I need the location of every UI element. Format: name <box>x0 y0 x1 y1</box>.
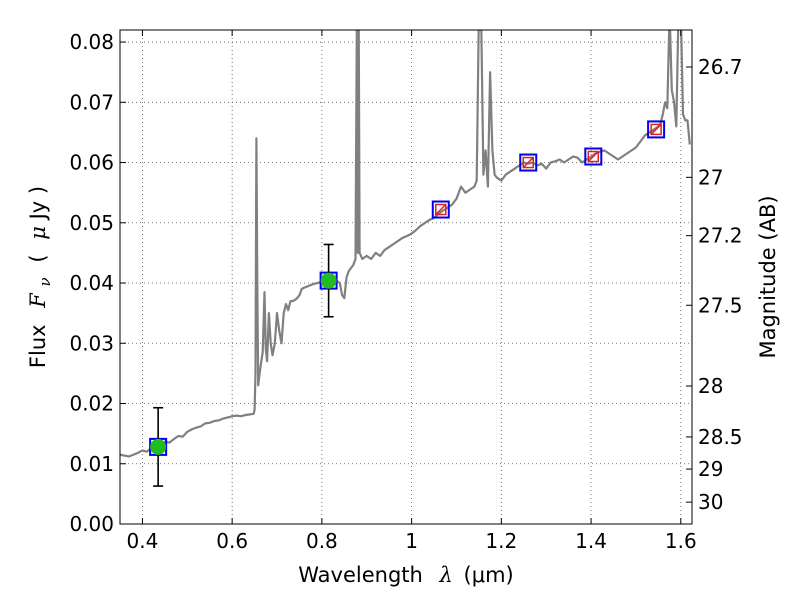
model-box <box>519 153 538 172</box>
y2-tick-label: 27.2 <box>698 224 743 248</box>
y-axis-label-symbol: F <box>26 292 50 309</box>
y-tick-label: 0.04 <box>69 271 114 295</box>
model-box <box>647 120 666 139</box>
upper-limit-slash <box>587 150 599 163</box>
x-tick-label: 0.8 <box>306 529 338 553</box>
upper-limit-square <box>522 156 535 169</box>
x-tick-label: 1.4 <box>575 529 607 553</box>
upper-limit-square <box>650 123 662 136</box>
upper-limit-square <box>587 150 600 163</box>
y2-tick-label: 27.5 <box>698 293 743 317</box>
x-tick-label: 1.2 <box>485 529 517 553</box>
y2-axis-ticks: 26.7 27 27.2 27.5 28 28.5 29 30 <box>686 55 743 514</box>
y-tick-label: 0.02 <box>69 392 114 416</box>
y-axis-label: Flux F ν ( μ Jy ) <box>26 186 55 368</box>
model-box <box>584 147 603 166</box>
y-axis-label-unit-rest: Jy ) <box>26 186 50 222</box>
y-axis-ticks: 0.00 0.01 0.02 0.03 0.04 0.05 0.06 0.07 0.08 <box>69 30 126 536</box>
x-tick-label: 0.6 <box>216 529 248 553</box>
y2-tick-label: 28.5 <box>698 425 743 449</box>
upper-limit-slash <box>650 123 662 135</box>
y2-tick-label: 26.7 <box>698 55 743 79</box>
y-tick-label: 0.00 <box>69 512 114 536</box>
y-axis-label-prefix: Flux <box>26 324 50 368</box>
upper-limit-slash <box>435 203 447 216</box>
y2-tick-label: 29 <box>698 457 723 481</box>
y-tick-label: 0.06 <box>69 151 114 175</box>
model-spectrum-line <box>120 30 691 458</box>
upper-limit-slash <box>522 157 534 169</box>
upper-limit-markers <box>435 123 662 216</box>
plot-background <box>120 30 692 524</box>
observed-point <box>320 272 337 289</box>
y-tick-label: 0.08 <box>69 30 114 54</box>
plot-frame <box>119 29 693 525</box>
x-axis-label-prefix: Wavelength <box>298 563 423 587</box>
x-tick-label: 1.6 <box>665 529 697 553</box>
upper-limit-square <box>435 203 447 216</box>
y-axis-label-unit-mu: μ <box>26 226 50 240</box>
x-tick-label: 1 <box>405 529 418 553</box>
x-tick-label: 0.4 <box>127 529 159 553</box>
y2-tick-label: 27 <box>698 165 723 189</box>
y-tick-label: 0.05 <box>69 211 114 235</box>
y-axis-label-subscript: ν <box>36 277 54 286</box>
x-axis-label-unit: (μm) <box>464 563 514 587</box>
x-axis-label: Wavelength λ (μm) <box>298 563 513 587</box>
y-tick-label: 0.01 <box>69 452 114 476</box>
y-tick-label: 0.03 <box>69 331 114 355</box>
y-axis-label-unit-open: ( <box>26 254 50 262</box>
model-box <box>431 200 450 219</box>
observed-points <box>150 243 337 487</box>
x-axis-label-symbol: λ <box>439 563 453 587</box>
y2-tick-label: 30 <box>698 490 723 514</box>
y2-axis-label: Magnitude (AB) <box>756 195 780 358</box>
x-axis-ticks: 0.4 0.6 0.8 1 1.2 1.4 1.6 <box>127 30 697 553</box>
y-tick-label: 0.07 <box>69 90 114 114</box>
y2-tick-label: 28 <box>698 374 723 398</box>
observed-point <box>150 438 167 455</box>
